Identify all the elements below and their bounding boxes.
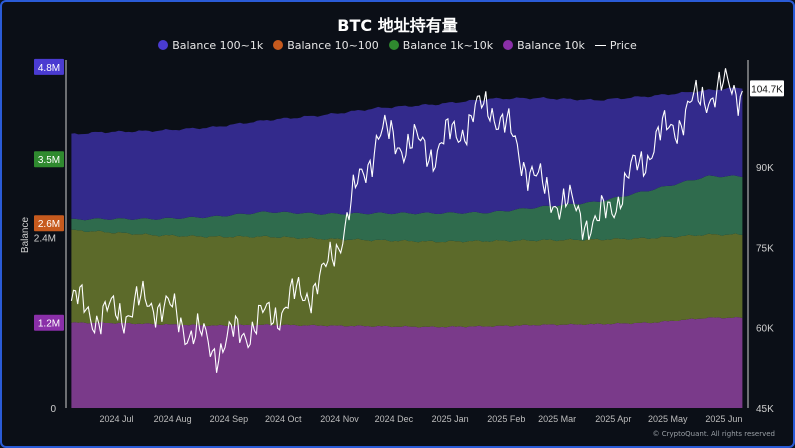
last-value-badge-100-1k-bg [34, 58, 64, 75]
x-tick-label: 2024 Sep [210, 414, 249, 424]
stacked-areas [71, 87, 743, 408]
y-axis-label: Balance [20, 216, 31, 253]
last-value-badge-price: 104.7K [751, 84, 783, 95]
y-right-tick-label: 45K [756, 404, 774, 415]
axis-ticks: 0 1.2M 2.4M 3.5M 4.8M 45K 60K 75K 90K 2024 Jul 202… [34, 58, 784, 424]
legend-label: Price [609, 38, 637, 52]
chart-title: BTC 地址持有量 [337, 16, 458, 35]
y-left-tick-label: 0 [50, 404, 56, 415]
legend-dot-marker [273, 39, 284, 50]
area-balance-1k-10k [71, 175, 743, 243]
x-tick-label: 2025 Mar [538, 414, 576, 424]
x-tick-label: 2025 Jan [432, 414, 469, 424]
x-tick-label: 2024 Nov [320, 414, 359, 424]
legend-label: Balance 10~100 [287, 38, 379, 52]
last-value-badge-10k: 1.2M [38, 319, 60, 330]
y-left-tick-label: 2.4M [34, 233, 56, 244]
x-tick-label: 2024 Dec [375, 414, 414, 424]
series-line-price [70, 68, 743, 373]
last-value-badge-100-1k: 4.8M [38, 63, 60, 74]
x-tick-label: 2025 Jun [705, 414, 742, 424]
last-value-badge-10k-bg [34, 314, 64, 331]
y-right-tick-label: 90K [756, 163, 774, 174]
legend-item-1[interactable]: Balance 10~100 [273, 39, 379, 52]
legend-item-3[interactable]: Balance 10k [503, 39, 585, 52]
x-tick-label: 2025 Apr [595, 414, 631, 424]
legend-item-2[interactable]: Balance 1k~10k [388, 38, 494, 52]
y-right-tick-label: 75K [756, 243, 774, 254]
area-balance-10k [71, 317, 743, 408]
x-tick-label: 2024 Oct [265, 414, 302, 424]
x-tick-label: 2024 Aug [154, 414, 192, 424]
area-balance-10-100 [71, 229, 743, 328]
legend-dot-marker [158, 39, 169, 50]
last-value-badge-1k-10k: 3.5M [38, 155, 60, 166]
price-line-group [70, 68, 743, 373]
legend-item-0[interactable]: Balance 100~1k [158, 39, 263, 52]
legend-label: Balance 1k~10k [402, 38, 494, 52]
last-value-badge-10-100-bg [34, 215, 64, 232]
area-balance-100-1k [71, 87, 743, 221]
x-tick-label: 2025 Feb [487, 414, 525, 424]
last-value-badge-1k-10k-bg [34, 151, 64, 168]
legend-label: Balance 10k [517, 38, 585, 52]
legend-line-marker [594, 44, 606, 46]
last-value-badge-price-bg [750, 80, 784, 97]
legend: Balance 100~1k Balance 10~100 Balance 1k~1… [0, 38, 795, 52]
y-right-tick-label: 60K [756, 324, 774, 335]
x-tick-label: 2025 May [648, 414, 688, 424]
legend-label: Balance 100~1k [172, 38, 264, 52]
last-value-badge-10-100: 2.6M [38, 219, 60, 230]
legend-dot-marker [388, 39, 399, 50]
legend-item-4[interactable]: Price [594, 38, 637, 52]
legend-dot-marker [503, 39, 514, 50]
credit-text: © CryptoQuant. All rights reserved [652, 430, 775, 438]
x-tick-label: 2024 Jul [99, 414, 133, 424]
